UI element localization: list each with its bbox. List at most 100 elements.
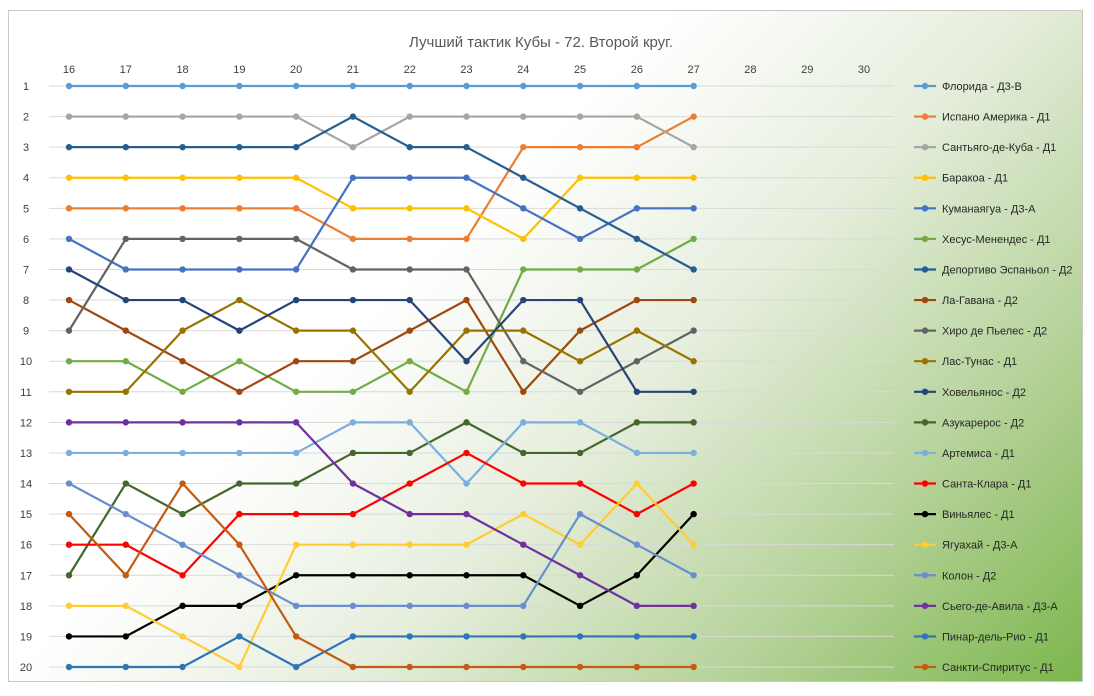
legend-label: Виньялес - Д1 [942, 509, 1015, 521]
data-point [179, 480, 186, 487]
legend-swatch-marker [921, 296, 929, 304]
data-point [576, 541, 584, 548]
data-point [292, 296, 300, 304]
series-4 [65, 174, 697, 243]
data-point [520, 602, 527, 610]
data-point [633, 235, 641, 243]
x-tick-label: 16 [63, 64, 75, 76]
legend-item: Ховельянос - Д2 [914, 387, 1026, 399]
legend-item: Баракоа - Д1 [914, 173, 1008, 185]
data-point [406, 113, 413, 120]
data-point [520, 449, 527, 457]
data-point [122, 449, 129, 457]
data-point [406, 480, 413, 487]
data-point [179, 572, 186, 579]
y-tick-label: 19 [20, 631, 32, 643]
data-point [406, 663, 413, 671]
legend-swatch-marker [921, 480, 929, 487]
legend-label: Куманаягуа - Д3-А [942, 203, 1036, 215]
series-line [69, 421, 694, 485]
series-11 [65, 266, 697, 395]
data-point [576, 419, 584, 426]
data-point [406, 388, 413, 395]
data-point [690, 633, 697, 640]
data-point [520, 235, 527, 243]
series-line [68, 421, 694, 576]
data-point [690, 480, 697, 487]
legend-item: Лас-Тунас - Д1 [914, 356, 1017, 368]
legend-item: Депортиво Эспаньол - Д2 [914, 264, 1073, 276]
chart-title: Лучший тактик Кубы - 72. Второй круг. [409, 34, 673, 51]
data-point [292, 327, 300, 334]
legend-swatch-marker [921, 663, 929, 671]
x-tick-label: 20 [290, 64, 302, 76]
data-point [349, 358, 357, 365]
data-point [576, 327, 584, 334]
data-point [349, 174, 357, 181]
y-tick-label: 11 [20, 387, 31, 399]
data-point [463, 633, 470, 640]
data-point [65, 388, 73, 395]
series-line [69, 482, 695, 669]
y-tick-label: 3 [23, 142, 29, 154]
series-12 [65, 419, 697, 579]
data-point [179, 449, 186, 457]
data-point [236, 327, 243, 334]
legend-swatch-marker [921, 143, 929, 151]
y-tick-label: 16 [20, 540, 32, 552]
data-point [576, 296, 584, 304]
data-point [349, 480, 357, 487]
data-point [65, 449, 73, 457]
data-point [292, 572, 300, 579]
legend-item: Испано Америка - Д1 [914, 112, 1051, 124]
legend-swatch-marker [921, 113, 929, 120]
legend-item: Пинар-дель-Рио - Д1 [914, 631, 1049, 643]
data-point [179, 541, 186, 548]
data-point [690, 388, 697, 395]
data-point [122, 541, 129, 548]
data-point [690, 143, 697, 151]
data-point [406, 602, 413, 610]
data-point [463, 143, 470, 151]
data-point [179, 143, 186, 151]
legend-label: Лас-Тунас - Д1 [942, 356, 1017, 368]
series-2 [65, 113, 697, 243]
data-point [292, 633, 300, 640]
data-point [576, 449, 584, 457]
data-point [520, 663, 527, 671]
data-point [406, 358, 413, 365]
data-point [633, 419, 641, 426]
series-line [68, 482, 694, 669]
data-point [520, 358, 527, 365]
legend-swatch-marker [921, 174, 929, 181]
legend-item: Куманаягуа - Д3-А [914, 203, 1036, 215]
data-point [292, 419, 300, 426]
legend-swatch-marker [921, 449, 929, 457]
data-point [122, 143, 129, 151]
data-point [520, 82, 527, 90]
data-point [463, 602, 470, 610]
data-point [122, 388, 129, 395]
data-point [520, 327, 527, 334]
legend-swatch-marker [921, 419, 929, 426]
data-point [122, 235, 129, 243]
legend-item: Хесус-Менендес - Д1 [914, 234, 1051, 246]
data-point [520, 205, 527, 212]
data-point [520, 174, 527, 181]
data-point [292, 113, 300, 120]
data-point [576, 82, 584, 90]
legend-swatch-marker [921, 510, 929, 518]
data-point [65, 633, 73, 640]
data-point [463, 174, 470, 181]
data-point [179, 358, 186, 365]
data-point [576, 266, 584, 273]
y-tick-label: 17 [20, 570, 32, 582]
data-point [463, 235, 470, 243]
data-point [520, 113, 527, 120]
legend-item: Санкти-Спиритус - Д1 [914, 662, 1054, 674]
data-point [122, 633, 129, 640]
data-point [65, 113, 73, 120]
data-point [576, 572, 584, 579]
data-point [349, 633, 357, 640]
legend-label: Депортиво Эспаньол - Д2 [942, 264, 1073, 276]
